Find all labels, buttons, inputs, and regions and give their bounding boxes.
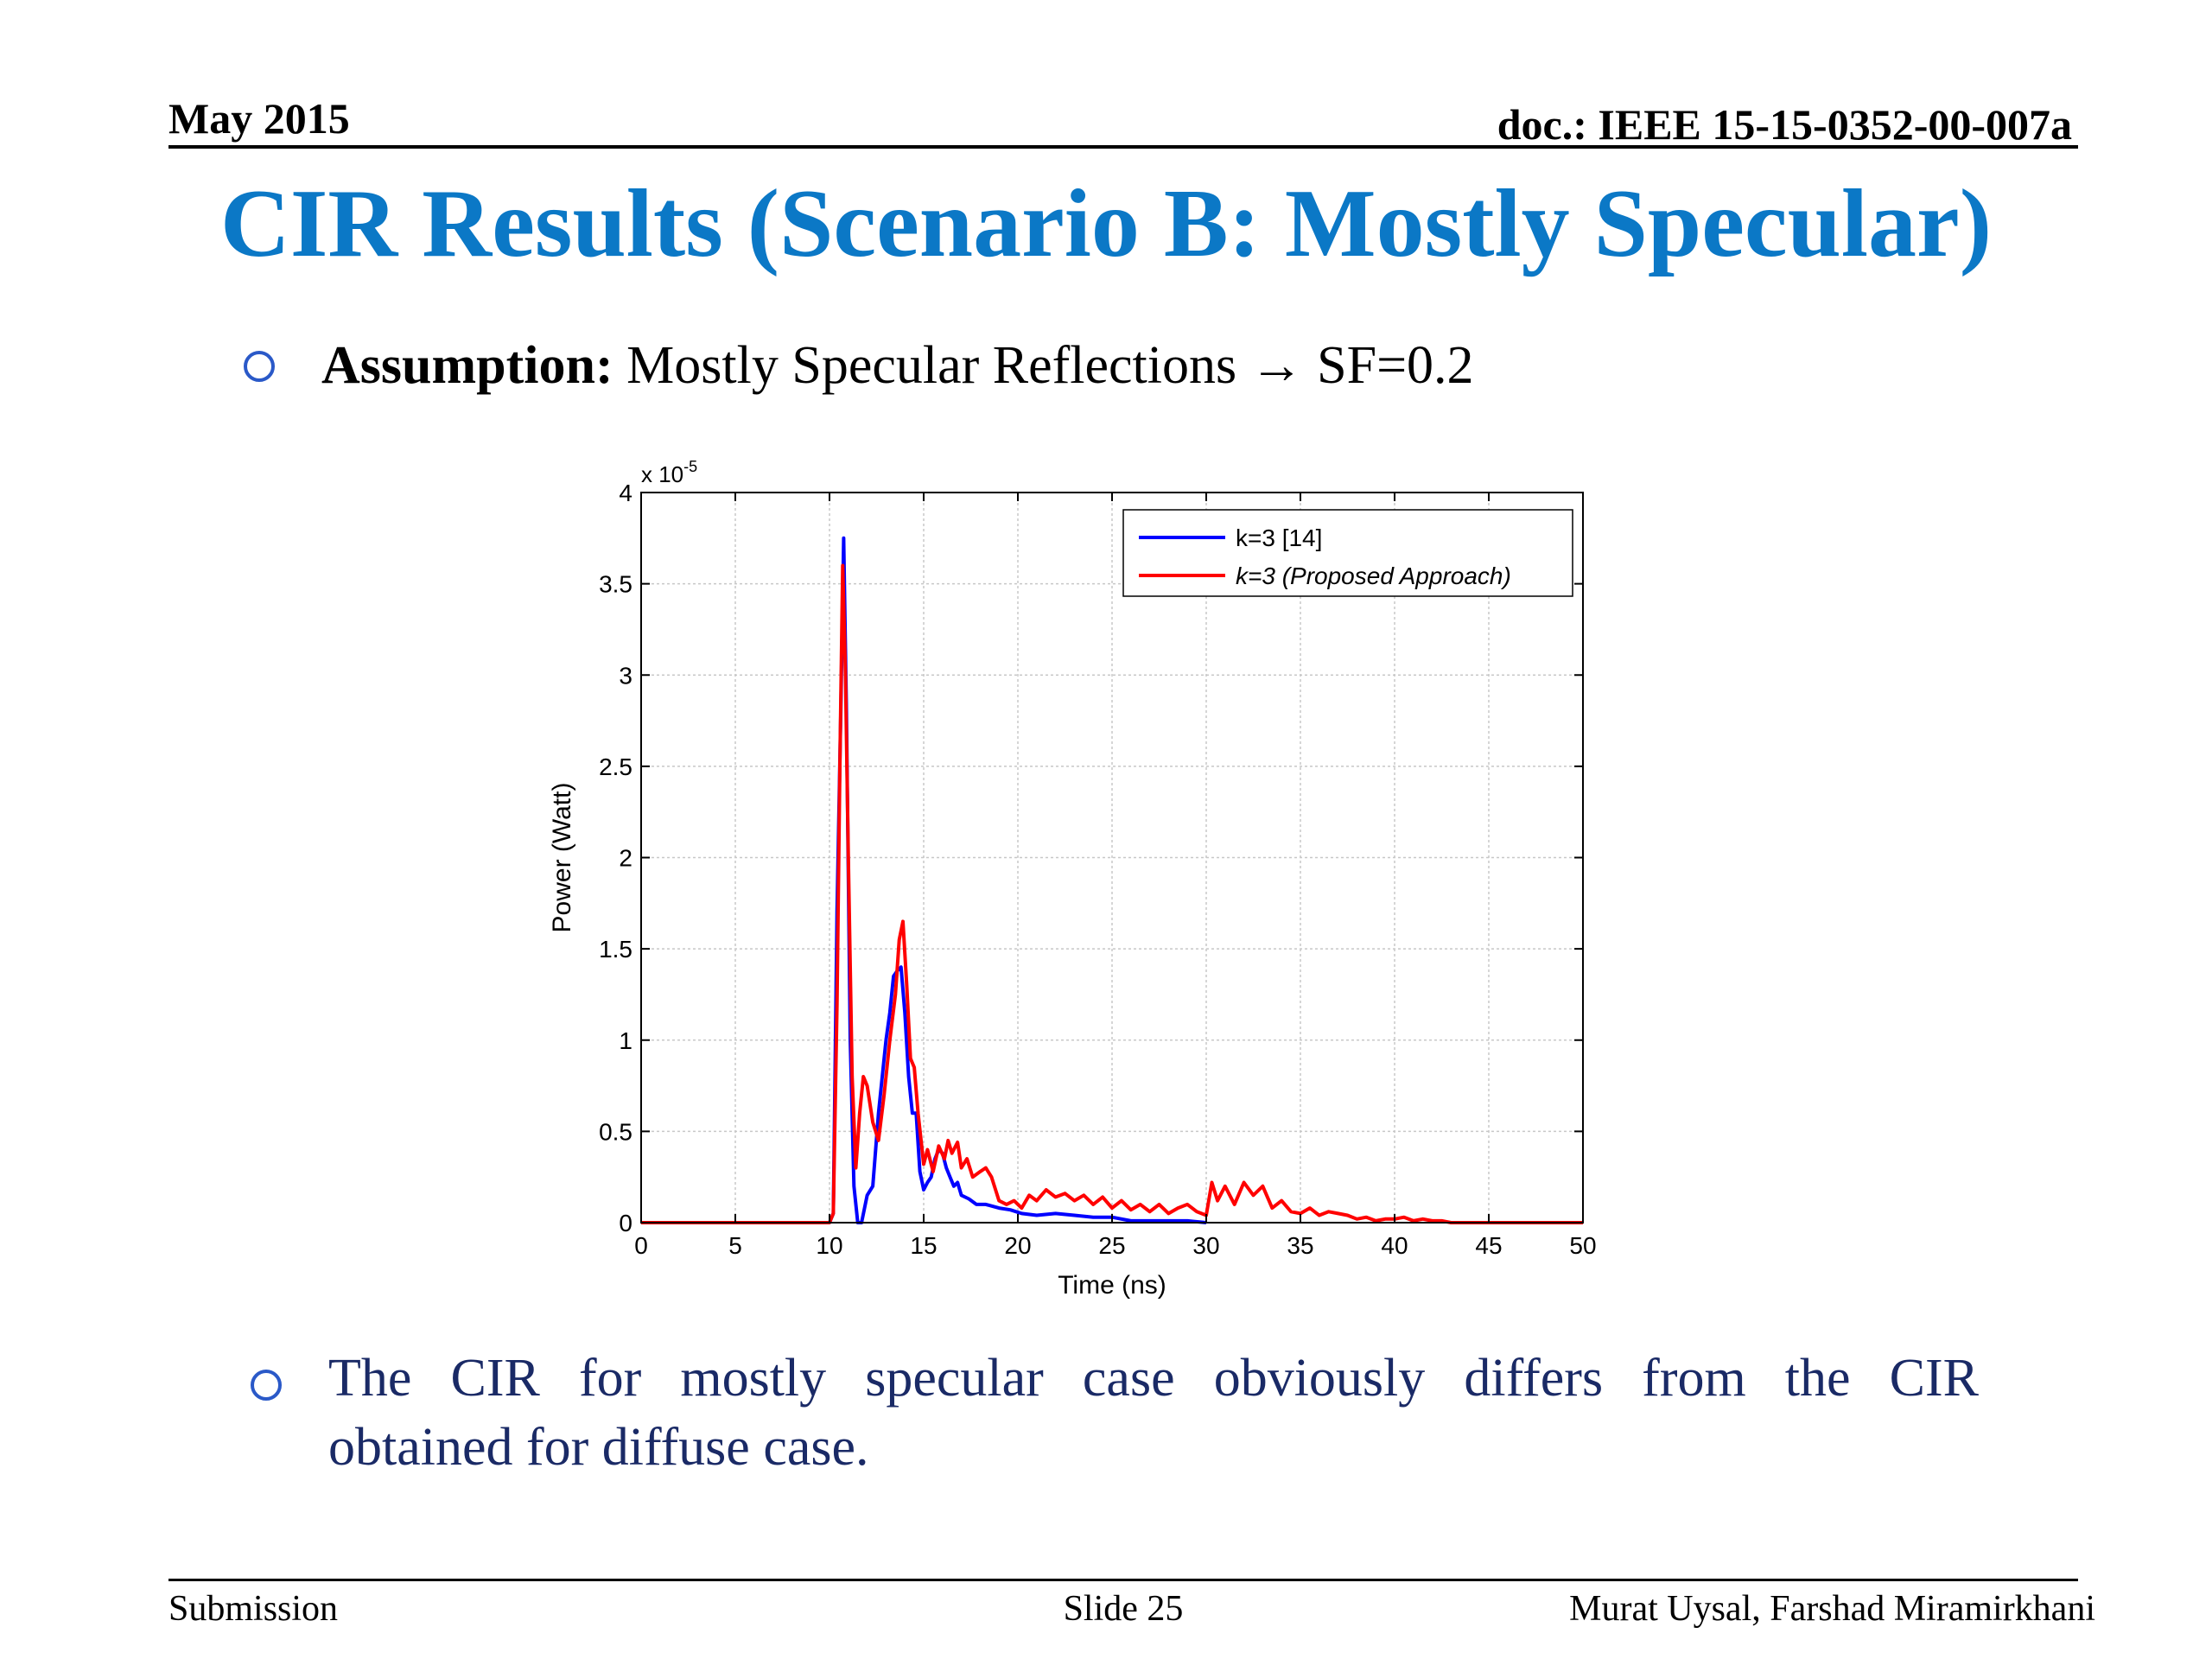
conclusion-line-2: obtained for diffuse case. <box>328 1418 869 1477</box>
cir-chart: 0 5 10 15 20 25 30 35 40 45 50 0 0.5 1 1.5 2 2.5 3 3.5 4 x … <box>536 441 1676 1309</box>
series-line-2 <box>641 563 1583 1224</box>
y-tick-label: 4 <box>619 480 632 506</box>
footer-submission: Submission <box>168 1589 339 1629</box>
x-axis-label: Time (ns) <box>1058 1271 1166 1300</box>
assumption-text: Mostly Specular Reflections → SF=0.2 <box>613 336 1474 395</box>
y-tick-label: 2.5 <box>599 753 632 780</box>
footer-rule <box>168 1579 2078 1581</box>
footer-slide-number: Slide 25 <box>1063 1589 1184 1629</box>
bullet-circle-icon <box>244 351 275 382</box>
y-tick-label: 1.5 <box>599 936 632 963</box>
x-tick-label: 30 <box>1192 1232 1219 1259</box>
bullet-circle-icon <box>251 1370 282 1401</box>
y-multiplier: x 10-5 <box>641 458 697 487</box>
header-rule <box>168 145 2078 149</box>
y-tick-label: 1 <box>619 1027 632 1054</box>
legend-label-2: k=3 (Proposed Approach) <box>1236 563 1511 589</box>
y-tick-label: 0.5 <box>599 1118 632 1145</box>
series-layer <box>641 536 1583 1224</box>
grid-layer <box>641 493 1583 1223</box>
y-tick-label: 2 <box>619 845 632 872</box>
legend: k=3 [14] k=3 (Proposed Approach) <box>1122 509 1573 597</box>
series-line-1 <box>641 536 1207 1224</box>
header-date: May 2015 <box>168 94 350 143</box>
header-doc-id: doc.: IEEE 15-15-0352-00-007a <box>1497 100 2072 149</box>
x-tick-label: 25 <box>1098 1232 1125 1259</box>
x-tick-label: 35 <box>1287 1232 1313 1259</box>
x-tick-label: 5 <box>728 1232 742 1259</box>
y-tick-label: 3 <box>619 662 632 689</box>
legend-box <box>1122 509 1573 597</box>
footer-authors: Murat Uysal, Farshad Miramirkhani <box>1569 1589 2095 1629</box>
assumption-label: Assumption: <box>321 336 613 395</box>
x-tick-label: 0 <box>634 1232 648 1259</box>
y-axis-label: Power (Watt) <box>548 783 576 933</box>
x-tick-label: 45 <box>1475 1232 1502 1259</box>
tick-layer: 0 5 10 15 20 25 30 35 40 45 50 0 0.5 1 1.5 2 2.5 3 3.5 4 <box>599 480 1597 1259</box>
x-tick-label: 15 <box>910 1232 937 1259</box>
cir-line-chart: 0 5 10 15 20 25 30 35 40 45 50 0 0.5 1 1.5 2 2.5 3 3.5 4 x … <box>548 458 1597 1300</box>
x-tick-label: 50 <box>1569 1232 1596 1259</box>
conclusion-line-1: The CIR for mostly specular case obvious… <box>328 1349 1979 1408</box>
x-tick-label: 40 <box>1381 1232 1408 1259</box>
x-tick-label: 10 <box>816 1232 842 1259</box>
y-multiplier-exponent: -5 <box>683 458 697 475</box>
legend-label-1: k=3 [14] <box>1236 524 1322 551</box>
y-tick-label: 0 <box>619 1210 632 1236</box>
y-tick-label: 3.5 <box>599 571 632 598</box>
x-tick-label: 20 <box>1004 1232 1031 1259</box>
slide-title: CIR Results (Scenario B: Mostly Specular… <box>219 170 1993 277</box>
